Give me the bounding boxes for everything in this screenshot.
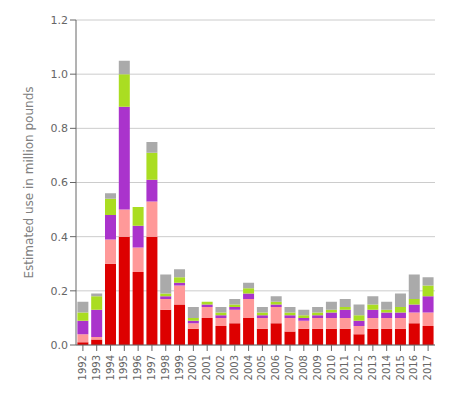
svg-text:2012: 2012 — [353, 355, 364, 380]
svg-text:2017: 2017 — [422, 355, 433, 380]
svg-text:1996: 1996 — [132, 355, 143, 380]
svg-text:2009: 2009 — [312, 355, 323, 380]
svg-text:2004: 2004 — [243, 355, 254, 380]
svg-text:1999: 1999 — [174, 355, 185, 380]
svg-text:0.2: 0.2 — [51, 285, 69, 298]
svg-text:2001: 2001 — [201, 355, 212, 380]
svg-text:2016: 2016 — [408, 355, 419, 380]
svg-text:0.6: 0.6 — [51, 176, 69, 189]
svg-text:1998: 1998 — [160, 355, 171, 380]
svg-text:2010: 2010 — [326, 355, 337, 380]
svg-text:2002: 2002 — [215, 355, 226, 380]
svg-text:2006: 2006 — [270, 355, 281, 380]
svg-text:2013: 2013 — [367, 355, 378, 380]
svg-text:1995: 1995 — [118, 355, 129, 380]
svg-text:2008: 2008 — [298, 355, 309, 380]
svg-text:1993: 1993 — [91, 355, 102, 380]
svg-text:1.2: 1.2 — [51, 14, 69, 27]
svg-text:0.0: 0.0 — [51, 339, 69, 352]
svg-text:0.4: 0.4 — [51, 231, 69, 244]
svg-text:2000: 2000 — [187, 355, 198, 380]
svg-text:2007: 2007 — [284, 355, 295, 380]
svg-text:2014: 2014 — [381, 355, 392, 380]
svg-text:Estimated use in million pound: Estimated use in million pounds — [22, 86, 36, 278]
svg-text:2003: 2003 — [229, 355, 240, 380]
svg-text:0.8: 0.8 — [51, 122, 69, 135]
svg-text:2015: 2015 — [395, 355, 406, 380]
svg-text:2011: 2011 — [339, 355, 350, 380]
svg-text:2005: 2005 — [257, 355, 268, 380]
svg-text:1997: 1997 — [146, 355, 157, 380]
svg-text:1992: 1992 — [77, 355, 88, 380]
svg-text:1.0: 1.0 — [51, 68, 69, 81]
svg-text:1994: 1994 — [105, 355, 116, 380]
